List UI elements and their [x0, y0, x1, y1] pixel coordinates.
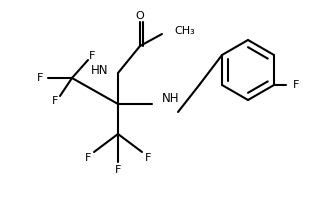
Text: NH: NH [162, 92, 180, 104]
Text: F: F [115, 165, 121, 175]
Text: HN: HN [91, 63, 108, 77]
Text: F: F [37, 73, 43, 83]
Text: F: F [52, 96, 58, 106]
Text: F: F [85, 153, 91, 163]
Text: F: F [145, 153, 151, 163]
Text: F: F [89, 51, 95, 61]
Text: F: F [293, 80, 299, 90]
Text: CH₃: CH₃ [174, 26, 195, 36]
Text: O: O [136, 11, 144, 21]
